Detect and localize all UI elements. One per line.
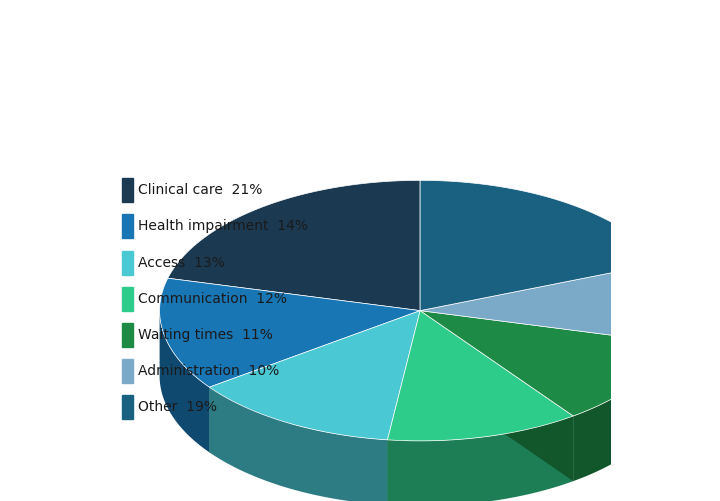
Bar <box>122 395 133 419</box>
Polygon shape <box>210 311 420 452</box>
Polygon shape <box>210 311 420 452</box>
Text: Waiting times  11%: Waiting times 11% <box>138 328 273 342</box>
Text: Administration  10%: Administration 10% <box>138 364 279 378</box>
Text: Other  19%: Other 19% <box>138 400 217 414</box>
Text: Communication  12%: Communication 12% <box>138 292 287 306</box>
Polygon shape <box>420 311 672 408</box>
Polygon shape <box>210 311 420 440</box>
Bar <box>122 214 133 238</box>
Text: Clinical care  21%: Clinical care 21% <box>138 183 262 197</box>
Bar <box>122 287 133 311</box>
Polygon shape <box>420 180 662 311</box>
Polygon shape <box>420 311 672 416</box>
Polygon shape <box>420 311 573 481</box>
Polygon shape <box>420 311 672 408</box>
Bar <box>122 250 133 275</box>
Polygon shape <box>387 311 420 501</box>
Polygon shape <box>387 311 420 501</box>
Polygon shape <box>420 263 680 343</box>
Polygon shape <box>387 416 573 501</box>
Text: Health impairment  14%: Health impairment 14% <box>138 219 308 233</box>
Polygon shape <box>210 387 387 501</box>
Bar <box>122 178 133 202</box>
Polygon shape <box>387 311 573 441</box>
Polygon shape <box>420 311 573 481</box>
Polygon shape <box>672 311 680 408</box>
Polygon shape <box>573 343 672 481</box>
Polygon shape <box>168 180 420 311</box>
Bar <box>122 323 133 347</box>
Polygon shape <box>160 312 210 452</box>
Polygon shape <box>160 278 420 387</box>
Text: Access  13%: Access 13% <box>138 256 225 270</box>
Bar <box>122 359 133 383</box>
